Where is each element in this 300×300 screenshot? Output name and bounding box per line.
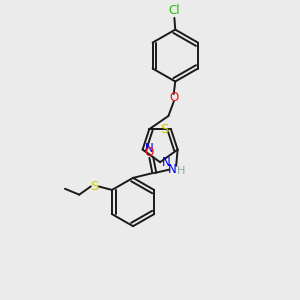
- Text: O: O: [169, 91, 178, 104]
- Text: N: N: [168, 163, 177, 176]
- Text: N: N: [145, 142, 154, 155]
- Text: Cl: Cl: [168, 4, 180, 17]
- Text: N: N: [162, 156, 171, 169]
- Text: S: S: [91, 180, 99, 193]
- Text: H: H: [176, 166, 185, 176]
- Text: O: O: [144, 146, 153, 159]
- Text: S: S: [160, 123, 169, 136]
